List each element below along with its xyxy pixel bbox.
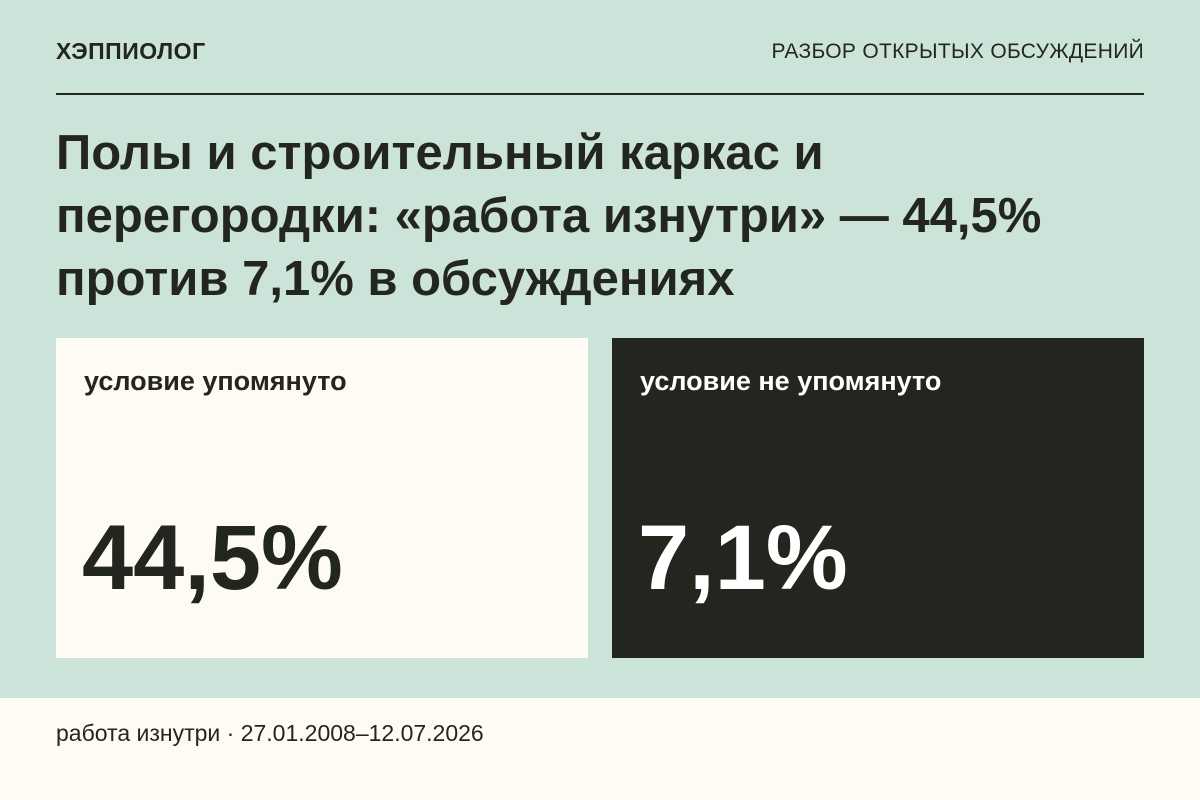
- stat-card-mentioned: условие упомянуто 44,5%: [56, 338, 588, 658]
- header-divider: [56, 93, 1144, 95]
- brand-logo: ХЭППИОЛОГ: [56, 38, 206, 64]
- footer-bar: работа изнутри · 27.01.2008–12.07.2026: [0, 698, 1200, 800]
- footer-caption: работа изнутри · 27.01.2008–12.07.2026: [56, 720, 484, 746]
- page-headline: Полы и строительный каркас и перегородки…: [56, 126, 1042, 306]
- section-title: РАЗБОР ОТКРЫТЫХ ОБСУЖДЕНИЙ: [771, 40, 1144, 63]
- stat-card-label: условие упомянуто: [84, 366, 347, 396]
- stat-card-value: 44,5%: [82, 507, 343, 609]
- stat-card-value: 7,1%: [638, 507, 848, 609]
- stat-card-label: условие не упомянуто: [640, 366, 942, 396]
- stat-card-not-mentioned: условие не упомянуто 7,1%: [612, 338, 1144, 658]
